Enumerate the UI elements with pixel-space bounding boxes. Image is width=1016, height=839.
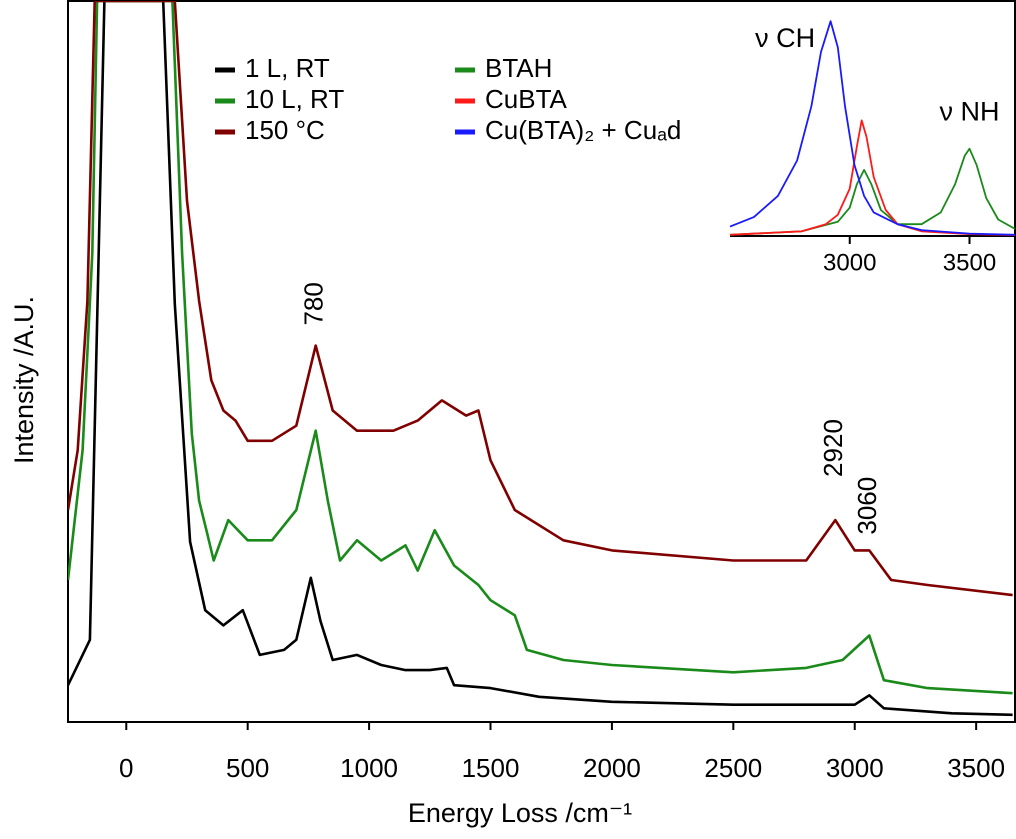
legend-label: Cu(BTA)₂ + Cuₐd (485, 115, 681, 145)
x-axis-label: Energy Loss /cm⁻¹ (408, 798, 632, 828)
series-line (729, 147, 1016, 236)
annotation: ν CH (755, 23, 815, 53)
x-tick-label: 3000 (826, 753, 884, 783)
legend-label: 10 L, RT (245, 84, 344, 114)
y-axis-label: Intensity /A.U. (9, 296, 39, 464)
x-tick-label: 3500 (947, 753, 1005, 783)
plot-frame (67, 0, 1016, 723)
x-tick-label: 2500 (704, 753, 762, 783)
x-tick-label: 3000 (823, 249, 876, 276)
x-tick-label: 1000 (340, 753, 398, 783)
series-line (729, 20, 1016, 236)
series-line (729, 119, 1016, 236)
annotation: ν NH (939, 96, 999, 126)
x-tick-label: 1500 (462, 753, 520, 783)
legend-label: 150 °C (245, 115, 325, 145)
annotation: 780 (299, 282, 329, 325)
legend-label: 1 L, RT (245, 53, 330, 83)
x-tick-label: 2000 (583, 753, 641, 783)
series-line (68, 1, 1013, 597)
x-tick-label: 500 (226, 753, 269, 783)
x-tick-label: 3500 (943, 249, 996, 276)
series-line (68, 1, 1013, 695)
legend-label: CuBTA (485, 84, 568, 114)
legend-label: BTAH (485, 53, 552, 83)
annotation: 2920 (818, 419, 848, 477)
annotation: 3060 (852, 477, 882, 535)
plot-area (68, 1, 1013, 717)
x-tick-label: 0 (119, 753, 133, 783)
series-line (68, 1, 1013, 717)
